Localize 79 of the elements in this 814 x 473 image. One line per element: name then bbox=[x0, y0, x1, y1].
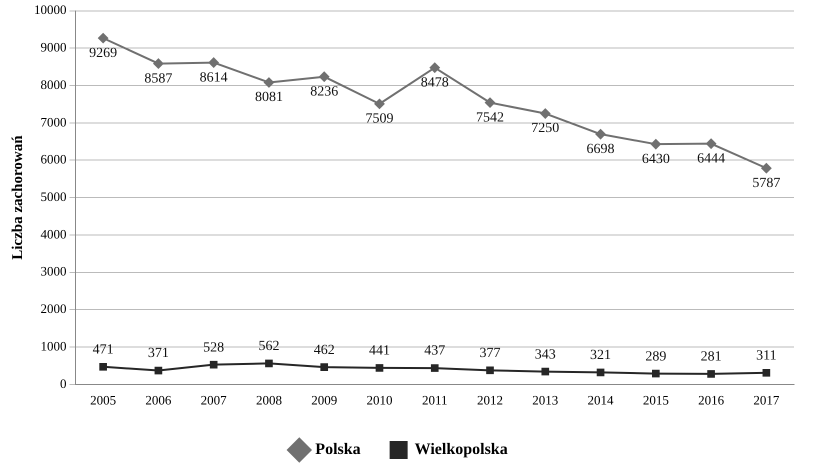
point bbox=[706, 138, 716, 149]
data-label: 311 bbox=[756, 348, 777, 364]
point bbox=[650, 139, 661, 150]
legend-label: Wielkopolska bbox=[414, 441, 508, 458]
x-tick-label: 2011 bbox=[422, 392, 448, 408]
data-label: 281 bbox=[700, 350, 722, 365]
x-tick-label: 2016 bbox=[698, 392, 725, 408]
point bbox=[98, 33, 108, 44]
data-label: 8587 bbox=[144, 71, 172, 86]
point bbox=[762, 368, 770, 377]
data-label: 6698 bbox=[586, 142, 615, 157]
x-tick-label: 2007 bbox=[200, 392, 228, 408]
y-tick-label: 10000 bbox=[34, 2, 66, 18]
data-label: 528 bbox=[203, 340, 224, 356]
point bbox=[541, 368, 550, 376]
data-label: 321 bbox=[590, 348, 612, 364]
point bbox=[99, 362, 107, 371]
data-label: 441 bbox=[368, 344, 390, 359]
data-label: 6444 bbox=[697, 151, 726, 166]
x-tick-label: 2013 bbox=[532, 392, 558, 408]
y-tick-label: 1000 bbox=[40, 338, 66, 354]
point bbox=[596, 368, 604, 376]
x-tick-label: 2014 bbox=[588, 392, 614, 408]
data-label: 471 bbox=[92, 342, 114, 358]
point bbox=[208, 58, 219, 68]
point bbox=[154, 366, 162, 374]
data-label: 7250 bbox=[531, 121, 560, 136]
data-label: 5787 bbox=[752, 176, 780, 191]
y-tick-label: 6000 bbox=[40, 152, 66, 167]
point bbox=[320, 363, 328, 371]
data-label: 377 bbox=[480, 346, 501, 361]
point bbox=[210, 360, 218, 369]
point bbox=[652, 370, 660, 378]
data-label: 8614 bbox=[200, 70, 228, 86]
data-label: 8081 bbox=[254, 90, 283, 106]
point bbox=[319, 72, 330, 82]
data-label: 7509 bbox=[365, 112, 394, 127]
point bbox=[486, 366, 494, 374]
data-label: 9269 bbox=[89, 46, 118, 61]
point bbox=[596, 129, 606, 140]
x-tick-label: 2009 bbox=[311, 392, 338, 408]
data-label: 562 bbox=[258, 339, 280, 354]
data-label: 289 bbox=[645, 349, 666, 364]
x-tick-label: 2005 bbox=[90, 392, 116, 408]
x-tick-label: 2006 bbox=[145, 392, 172, 408]
data-label: 7542 bbox=[476, 110, 504, 126]
x-tick-label: 2012 bbox=[477, 392, 504, 408]
x-tick-label: 2008 bbox=[256, 392, 282, 408]
x-tick-label: 2010 bbox=[366, 392, 392, 408]
y-tick-label: 3000 bbox=[40, 264, 66, 279]
y-tick-label: 8000 bbox=[40, 76, 66, 92]
x-tick-label: 2015 bbox=[642, 392, 669, 408]
point bbox=[376, 364, 384, 372]
y-tick-label: 4000 bbox=[40, 226, 66, 242]
data-label: 343 bbox=[534, 347, 556, 362]
point bbox=[430, 62, 440, 73]
point bbox=[707, 370, 715, 378]
point bbox=[540, 108, 550, 119]
data-label: 437 bbox=[424, 344, 446, 359]
data-label: 6430 bbox=[642, 152, 670, 167]
point bbox=[430, 364, 439, 372]
y-tick-label: 2000 bbox=[40, 301, 66, 316]
y-tick-label: 5000 bbox=[40, 189, 66, 204]
point bbox=[153, 58, 164, 69]
point bbox=[264, 77, 274, 88]
y-tick-label: 0 bbox=[60, 376, 66, 391]
data-label: 8236 bbox=[310, 84, 338, 100]
legend-label: Polska bbox=[315, 441, 361, 458]
y-tick-label: 9000 bbox=[40, 40, 66, 55]
point bbox=[265, 360, 273, 368]
point bbox=[485, 98, 496, 108]
y-tick-label: 7000 bbox=[40, 114, 66, 130]
data-label: 8478 bbox=[420, 75, 449, 90]
data-label: 371 bbox=[148, 346, 169, 362]
data-label: 462 bbox=[314, 342, 335, 358]
y-axis-title: Liczba zachorowań bbox=[10, 134, 26, 260]
point bbox=[761, 163, 772, 174]
x-tick-label: 2017 bbox=[753, 392, 780, 408]
point bbox=[374, 98, 384, 109]
